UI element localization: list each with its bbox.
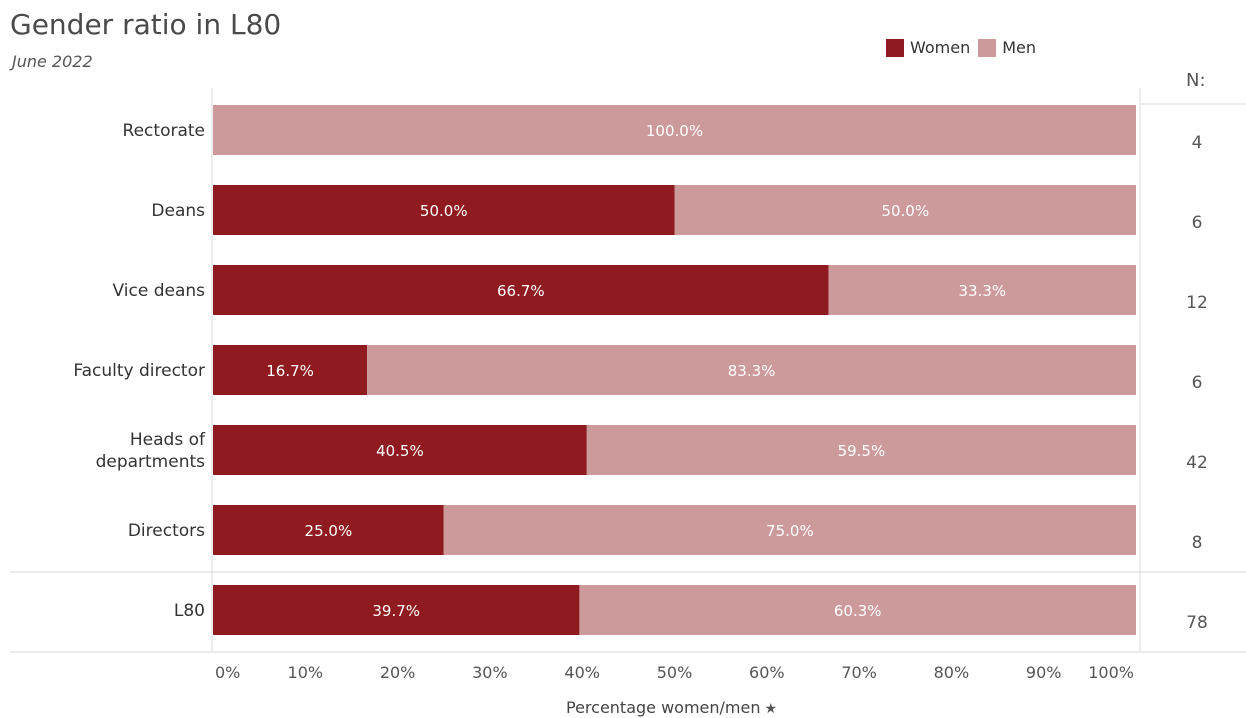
legend-label-men: Men: [1002, 38, 1037, 57]
x-tick-label: 70%: [841, 663, 877, 682]
bar-men: [443, 505, 1136, 555]
bar-men: [367, 345, 1136, 395]
x-tick-label: 40%: [564, 663, 600, 682]
n-value: 78: [1186, 613, 1208, 633]
x-tick-label: 100%: [1088, 663, 1134, 682]
bar-men: [579, 585, 1136, 635]
legend: Women Men: [886, 38, 1036, 57]
category-label: L80: [174, 601, 205, 621]
bar-women: [213, 505, 444, 555]
category-label: Faculty director: [73, 361, 205, 381]
bar-men: [586, 425, 1136, 475]
data-label-women: 66.7%: [497, 282, 545, 300]
n-value: 6: [1192, 373, 1203, 393]
n-value: 12: [1186, 293, 1208, 313]
legend-label-women: Women: [910, 38, 971, 57]
data-label-men: 60.3%: [834, 602, 882, 620]
bar-women: [213, 265, 829, 315]
x-axis-label: Percentage women/men ★: [566, 698, 777, 717]
legend-swatch-men: [978, 38, 997, 57]
bar-women: [213, 345, 368, 395]
x-tick-label: 60%: [749, 663, 785, 682]
x-tick-label: 20%: [380, 663, 416, 682]
data-label-women: 16.7%: [266, 362, 314, 380]
bar-men: [213, 105, 1136, 155]
n-column-header: N:: [1186, 70, 1206, 91]
x-tick-label: 10%: [288, 663, 324, 682]
data-label-men: 100.0%: [646, 122, 703, 140]
n-value: 6: [1192, 213, 1203, 233]
data-label-women: 39.7%: [372, 602, 420, 620]
category-label: Directors: [128, 521, 205, 541]
data-label-men: 83.3%: [728, 362, 776, 380]
x-tick-label: 50%: [657, 663, 693, 682]
x-tick-label: 30%: [472, 663, 508, 682]
chart-subtitle: June 2022: [12, 52, 93, 71]
data-label-men: 75.0%: [766, 522, 814, 540]
x-tick-label: 80%: [934, 663, 970, 682]
bar-women: [213, 425, 587, 475]
bar-women: [213, 185, 675, 235]
legend-item-men[interactable]: Men: [978, 38, 1036, 57]
category-label: Heads of departments: [96, 430, 206, 472]
data-label-women: 40.5%: [376, 442, 424, 460]
category-label: Vice deans: [113, 281, 206, 301]
data-label-women: 25.0%: [305, 522, 353, 540]
category-label: Deans: [151, 201, 205, 221]
data-label-women: 50.0%: [420, 202, 468, 220]
chart-title: Gender ratio in L80: [10, 8, 282, 41]
legend-item-women[interactable]: Women: [886, 38, 970, 57]
category-label: Rectorate: [123, 121, 205, 141]
x-axis-label-text: Percentage women/men: [566, 698, 761, 717]
n-value: 8: [1192, 533, 1203, 553]
data-label-men: 50.0%: [881, 202, 929, 220]
x-tick-label: 90%: [1026, 663, 1062, 682]
x-tick-label: 0%: [215, 663, 240, 682]
bar-men: [828, 265, 1136, 315]
bar-women: [213, 585, 580, 635]
legend-swatch-women: [886, 38, 904, 57]
bar-men: [674, 185, 1136, 235]
data-label-men: 59.5%: [838, 442, 886, 460]
n-value: 4: [1192, 133, 1203, 153]
pin-icon[interactable]: ★: [764, 701, 778, 717]
n-value: 42: [1186, 453, 1208, 473]
data-label-men: 33.3%: [958, 282, 1006, 300]
